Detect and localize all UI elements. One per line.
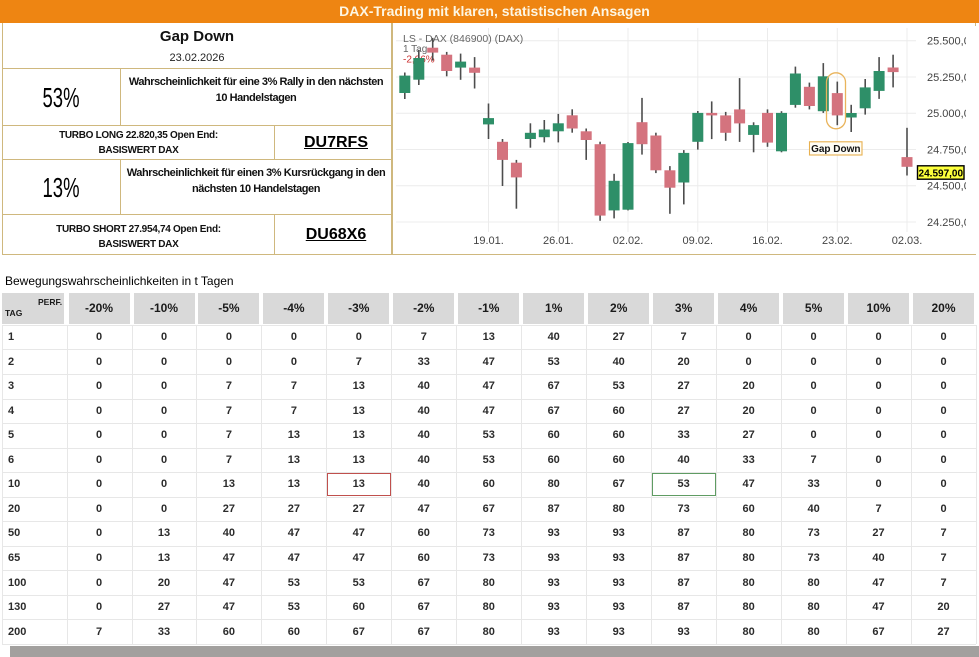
svg-text:24.750,00: 24.750,00 xyxy=(927,144,976,156)
svg-text:16.02.: 16.02. xyxy=(752,235,783,247)
svg-text:24.597,00: 24.597,00 xyxy=(919,168,964,179)
svg-text:25.000,00: 25.000,00 xyxy=(927,108,976,120)
svg-text:02.02.: 02.02. xyxy=(613,235,644,247)
svg-text:24.250,00: 24.250,00 xyxy=(927,217,976,229)
svg-text:19.01.: 19.01. xyxy=(473,235,504,247)
svg-text:02.03.: 02.03. xyxy=(892,235,923,247)
svg-text:Gap Down: Gap Down xyxy=(811,144,860,155)
svg-text:23.02.: 23.02. xyxy=(822,235,853,247)
svg-text:1 Tag: 1 Tag xyxy=(403,44,427,55)
svg-text:26.01.: 26.01. xyxy=(543,235,574,247)
svg-text:09.02.: 09.02. xyxy=(683,235,714,247)
svg-text:25.250,00: 25.250,00 xyxy=(927,72,976,84)
svg-text:24.500,00: 24.500,00 xyxy=(927,181,976,193)
svg-text:25.500,00: 25.500,00 xyxy=(927,36,976,48)
